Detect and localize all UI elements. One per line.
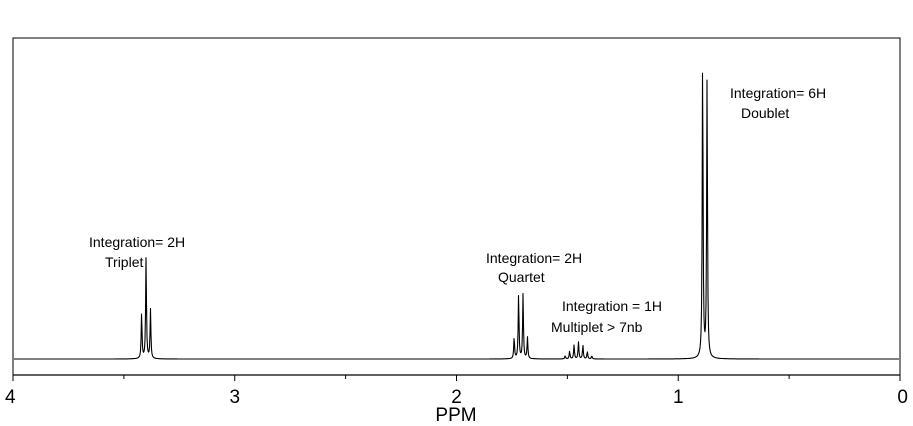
doublet-multiplicity-label: Doublet: [741, 105, 789, 121]
quartet-integration-label: Integration= 2H: [486, 250, 582, 266]
x-tick-label: 0: [897, 387, 908, 408]
triplet-annotation: Integration= 2H Triplet: [89, 234, 185, 270]
spectrum-line: [13, 72, 900, 360]
x-tick-label: 4: [5, 387, 16, 408]
doublet-integration-label: Integration= 6H: [730, 85, 826, 101]
x-axis-ticks: [12, 375, 901, 381]
quartet-annotation: Integration= 2H Quartet: [486, 250, 582, 285]
multiplet-annotation: Integration = 1H Multiplet > 7nb: [551, 298, 662, 335]
triplet-multiplicity-label: Triplet: [105, 254, 143, 270]
x-axis-tick-labels: 4 3 2 1 0: [5, 387, 908, 408]
multiplet-multiplicity-label: Multiplet > 7nb: [551, 319, 643, 335]
x-tick-label: 3: [229, 387, 240, 408]
multiplet-integration-label: Integration = 1H: [562, 298, 662, 314]
x-tick-label: 1: [673, 387, 684, 408]
quartet-multiplicity-label: Quartet: [498, 269, 545, 285]
x-tick-label: 2: [451, 387, 462, 408]
doublet-annotation: Integration= 6H Doublet: [730, 85, 826, 121]
x-axis-title: PPM: [435, 405, 476, 426]
triplet-integration-label: Integration= 2H: [89, 234, 185, 250]
